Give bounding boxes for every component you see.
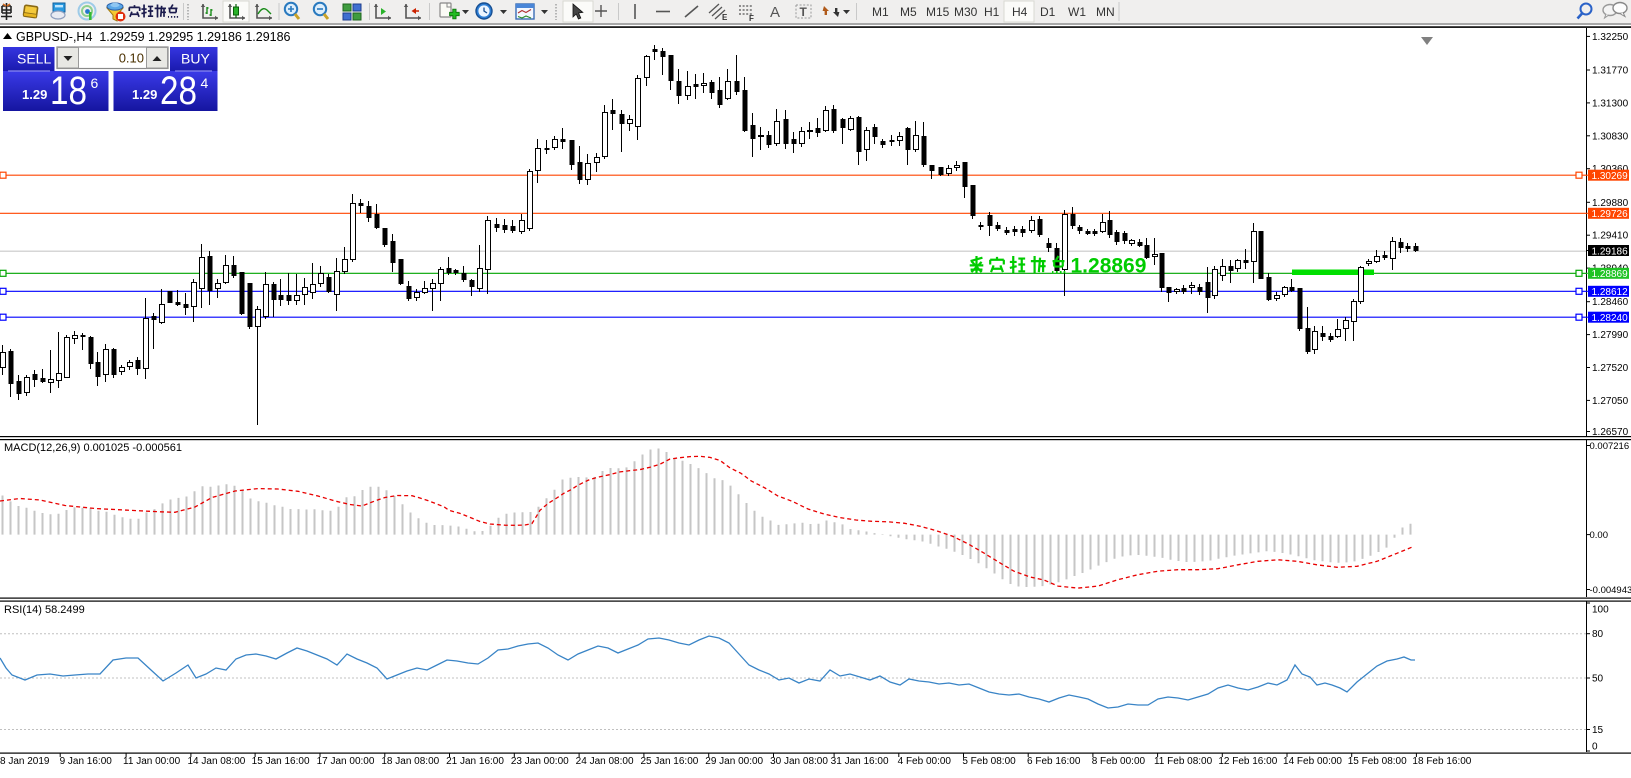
svg-text:5 Feb 08:00: 5 Feb 08:00 [962,756,1016,767]
svg-text:0: 0 [1592,742,1598,753]
svg-text:1.29186: 1.29186 [1592,246,1629,257]
svg-text:1.32250: 1.32250 [1592,32,1629,43]
svg-text:0.00: 0.00 [1590,530,1609,541]
svg-text:E: E [722,13,728,22]
svg-text:29 Jan 00:00: 29 Jan 00:00 [705,756,763,767]
svg-text:9 Jan 16:00: 9 Jan 16:00 [60,756,113,767]
svg-text:8 Jan 2019: 8 Jan 2019 [0,756,50,767]
svg-text:F: F [749,14,754,23]
svg-text:1.30830: 1.30830 [1592,131,1629,142]
svg-text:15: 15 [1592,725,1604,736]
svg-text:18: 18 [50,69,87,113]
svg-text:T: T [800,5,808,19]
svg-text:1.27050: 1.27050 [1592,396,1629,407]
svg-text:1.27520: 1.27520 [1592,363,1629,374]
svg-text:15 Jan 16:00: 15 Jan 16:00 [252,756,310,767]
svg-text:4: 4 [201,75,209,91]
svg-text:BUY: BUY [181,51,210,67]
svg-text:MN: MN [1096,5,1115,19]
svg-text:M15: M15 [926,5,950,19]
svg-text:1.31770: 1.31770 [1592,66,1629,77]
svg-text:11 Feb 08:00: 11 Feb 08:00 [1154,756,1213,767]
svg-text:1.31300: 1.31300 [1592,98,1629,109]
svg-text:1.27990: 1.27990 [1592,330,1629,341]
svg-text:-0.004943: -0.004943 [1590,585,1631,596]
svg-text:28: 28 [160,69,197,113]
svg-text:0.007216: 0.007216 [1590,441,1630,452]
svg-text:1.28460: 1.28460 [1592,297,1629,308]
svg-text:1.28612: 1.28612 [1592,287,1629,298]
svg-text:15 Feb 08:00: 15 Feb 08:00 [1348,756,1407,767]
svg-text:1.30269: 1.30269 [1592,171,1629,182]
svg-text:SELL: SELL [17,51,51,67]
svg-text:14 Jan 08:00: 14 Jan 08:00 [187,756,245,767]
svg-text:12 Feb 16:00: 12 Feb 16:00 [1218,756,1277,767]
svg-text:100: 100 [1592,605,1609,616]
svg-text:M5: M5 [900,5,917,19]
svg-text:H1: H1 [984,5,1000,19]
svg-text:H4: H4 [1012,5,1028,19]
svg-text:D1: D1 [1040,5,1056,19]
svg-text:RSI(14) 58.2499: RSI(14) 58.2499 [4,604,85,616]
svg-text:23 Jan 00:00: 23 Jan 00:00 [511,756,569,767]
svg-text:31 Jan 16:00: 31 Jan 16:00 [831,756,889,767]
svg-text:8 Feb 00:00: 8 Feb 00:00 [1092,756,1146,767]
svg-text:24 Jan 08:00: 24 Jan 08:00 [576,756,634,767]
svg-text:MACD(12,26,9) 0.001025 -0.0005: MACD(12,26,9) 0.001025 -0.000561 [4,442,182,454]
svg-text:1.29410: 1.29410 [1592,231,1629,242]
svg-text:1.28240: 1.28240 [1592,313,1629,324]
svg-text:4 Feb 00:00: 4 Feb 00:00 [898,756,952,767]
svg-text:14 Feb 00:00: 14 Feb 00:00 [1283,756,1342,767]
svg-text:1.28869: 1.28869 [1071,255,1147,278]
svg-text:11 Jan 00:00: 11 Jan 00:00 [123,756,181,767]
svg-text:6 Feb 16:00: 6 Feb 16:00 [1027,756,1081,767]
svg-text:21 Jan 16:00: 21 Jan 16:00 [446,756,504,767]
svg-text:A: A [770,4,780,21]
svg-text:1.29726: 1.29726 [1592,209,1629,220]
svg-text:18 Jan 08:00: 18 Jan 08:00 [381,756,439,767]
svg-text:30 Jan 08:00: 30 Jan 08:00 [770,756,828,767]
svg-text:18 Feb 16:00: 18 Feb 16:00 [1412,756,1471,767]
svg-text:80: 80 [1592,629,1604,640]
svg-text:1.28869: 1.28869 [1592,269,1629,280]
svg-text:M30: M30 [954,5,978,19]
svg-text:1.29: 1.29 [22,87,47,102]
svg-text:1.29: 1.29 [132,87,157,102]
svg-text:50: 50 [1592,674,1604,685]
svg-text:M1: M1 [872,5,889,19]
svg-text:25 Jan 16:00: 25 Jan 16:00 [640,756,698,767]
svg-text:1.29880: 1.29880 [1592,198,1629,209]
svg-text:6: 6 [91,75,99,91]
svg-text:GBPUSD-,H4 1.29259 1.29295 1.: GBPUSD-,H4 1.29259 1.29295 1.29186 1.291… [16,30,291,44]
svg-text:0.10: 0.10 [119,51,144,66]
svg-text:17 Jan 00:00: 17 Jan 00:00 [317,756,375,767]
svg-text:W1: W1 [1068,5,1086,19]
